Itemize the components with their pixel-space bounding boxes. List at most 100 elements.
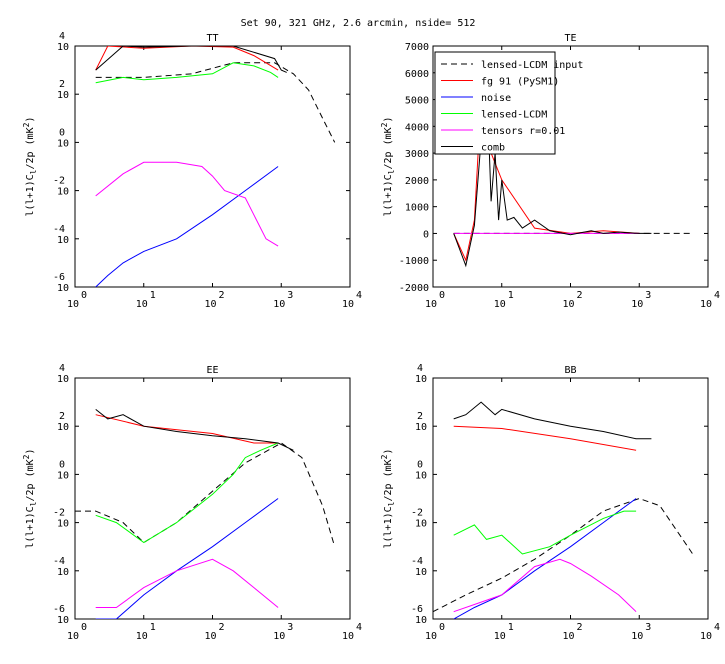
series-comb (95, 46, 287, 73)
plot-frame (74, 377, 351, 620)
panel-title: BB (564, 365, 576, 376)
y-tick-label: 2000 (405, 176, 429, 187)
x-tick-exponent: 0 (81, 290, 87, 301)
x-tick-exponent: 2 (577, 290, 583, 301)
x-tick-label: 10 (631, 631, 643, 642)
y-tick-label: 10 (57, 615, 69, 626)
x-tick-exponent: 2 (577, 622, 583, 633)
y-tick-label: 10 (415, 470, 427, 481)
x-tick-exponent: 4 (714, 290, 720, 301)
y-tick-label: -2000 (399, 283, 429, 294)
series-comb (95, 409, 294, 451)
series-fg-91-pysm1 (95, 414, 279, 444)
x-tick-exponent: 0 (439, 290, 445, 301)
panel-bb: BBl(l+1)Cl/2p (mK2)10010110210310410-610… (380, 363, 720, 642)
x-tick-label: 10 (342, 631, 354, 642)
series-lensed-lcdm (95, 62, 279, 84)
x-tick-label: 10 (204, 631, 216, 642)
y-tick-exponent: -6 (53, 604, 65, 615)
x-tick-exponent: 2 (219, 290, 225, 301)
y-tick-exponent: 0 (59, 127, 65, 138)
y-tick-label: 10 (415, 615, 427, 626)
y-tick-label: 10 (57, 138, 69, 149)
x-tick-label: 10 (425, 631, 437, 642)
legend-label: lensed-LCDM (481, 110, 547, 121)
x-tick-exponent: 0 (439, 622, 445, 633)
plot-frame (432, 377, 709, 620)
y-tick-label: -1000 (399, 256, 429, 267)
y-tick-label: 10 (57, 567, 69, 578)
x-tick-exponent: 3 (645, 622, 651, 633)
panels: TTl(l+1)Cl/2p (mK2)10010110210310410-610… (22, 31, 720, 642)
figure-title: Set 90, 321 GHz, 2.6 arcmin, nside= 512 (241, 18, 476, 29)
y-tick-label: 10 (415, 374, 427, 385)
x-tick-label: 10 (67, 299, 79, 310)
y-tick-label: 1000 (405, 203, 429, 214)
y-axis-label: l(l+1)Cl/2p (mK2) (22, 117, 38, 217)
panel-title: TE (564, 33, 576, 44)
legend: lensed-LCDM input fg 91 (PySM1) noise lense… (434, 51, 583, 155)
x-tick-label: 10 (631, 299, 643, 310)
series-noise (95, 498, 279, 619)
x-tick-exponent: 3 (287, 290, 293, 301)
series-lensed-lcdm-input (75, 442, 336, 547)
y-tick-label: 10 (415, 519, 427, 530)
x-tick-exponent: 3 (645, 290, 651, 301)
x-tick-exponent: 1 (150, 622, 156, 633)
x-tick-exponent: 2 (219, 622, 225, 633)
series-fg-91-pysm1 (453, 425, 637, 451)
y-tick-exponent: -2 (411, 508, 423, 519)
series-fg-91-pysm1 (95, 46, 279, 71)
x-tick-label: 10 (562, 631, 574, 642)
y-tick-exponent: -2 (53, 508, 65, 519)
x-tick-label: 10 (136, 631, 148, 642)
y-tick-label: 10 (57, 42, 69, 53)
x-tick-label: 10 (700, 299, 712, 310)
y-tick-exponent: 2 (417, 411, 423, 422)
y-tick-label: 10 (57, 90, 69, 101)
y-axis-label: l(l+1)Cl/2p (mK2) (380, 449, 396, 549)
legend-label: comb (481, 143, 505, 154)
x-tick-label: 10 (562, 299, 574, 310)
x-tick-label: 10 (494, 299, 506, 310)
legend-label: tensors r=0.01 (481, 126, 565, 137)
y-tick-label: 10 (57, 235, 69, 246)
y-tick-exponent: -6 (53, 272, 65, 283)
x-tick-exponent: 3 (287, 622, 293, 633)
y-tick-exponent: 4 (59, 363, 65, 374)
series-noise (453, 498, 637, 619)
y-tick-label: 4000 (405, 122, 429, 133)
panel-ee: EEl(l+1)Cl/2p (mK2)10010110210310410-610… (22, 363, 362, 642)
y-tick-exponent: -2 (53, 176, 65, 187)
legend-label: fg 91 (PySM1) (481, 77, 559, 88)
x-tick-exponent: 0 (81, 622, 87, 633)
y-tick-exponent: 0 (59, 459, 65, 470)
panel-title: EE (206, 365, 218, 376)
y-axis-label: l(l+1)Cl/2p (mK2) (22, 449, 38, 549)
x-tick-label: 10 (342, 299, 354, 310)
y-tick-exponent: 0 (417, 459, 423, 470)
series-tensors-r-0-01 (453, 558, 637, 613)
y-tick-label: 10 (57, 422, 69, 433)
y-tick-label: 7000 (405, 42, 429, 53)
y-tick-label: 6000 (405, 69, 429, 80)
y-tick-label: 10 (415, 422, 427, 433)
y-axis-label: l(l+1)Cl/2p (mK2) (380, 117, 396, 217)
series-lensed-lcdm-input (95, 62, 336, 143)
y-tick-label: 10 (57, 283, 69, 294)
series-comb (453, 401, 652, 440)
y-tick-label: 10 (57, 470, 69, 481)
legend-box (434, 51, 556, 155)
series-lensed-lcdm-input (433, 497, 694, 613)
series-group (75, 409, 336, 619)
plot-frame (74, 45, 351, 288)
panel-te: TEl(l+1)Cl/2p (mK2)100101102103104-2000-… (380, 33, 720, 310)
y-tick-exponent: -4 (53, 224, 65, 235)
x-tick-exponent: 1 (508, 622, 514, 633)
x-tick-exponent: 4 (356, 622, 362, 633)
x-tick-label: 10 (136, 299, 148, 310)
x-tick-label: 10 (273, 299, 285, 310)
x-tick-exponent: 4 (714, 622, 720, 633)
x-tick-label: 10 (425, 299, 437, 310)
